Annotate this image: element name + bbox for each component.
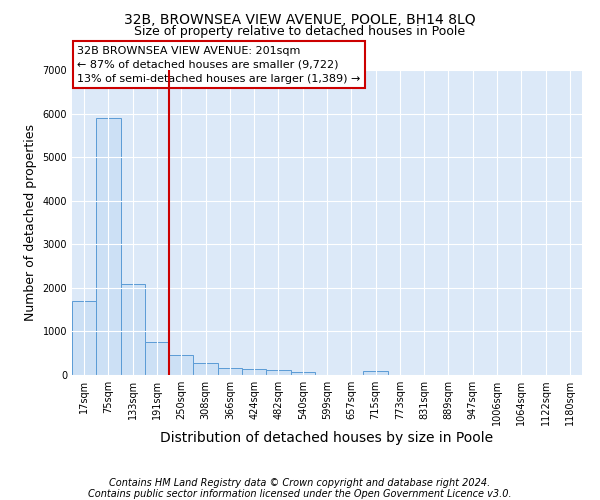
X-axis label: Distribution of detached houses by size in Poole: Distribution of detached houses by size … xyxy=(160,431,494,445)
Bar xyxy=(218,368,242,375)
Y-axis label: Number of detached properties: Number of detached properties xyxy=(24,124,37,321)
Bar xyxy=(121,284,145,375)
Bar xyxy=(242,370,266,375)
Text: 32B BROWNSEA VIEW AVENUE: 201sqm
← 87% of detached houses are smaller (9,722)
13: 32B BROWNSEA VIEW AVENUE: 201sqm ← 87% o… xyxy=(77,46,361,84)
Bar xyxy=(290,372,315,375)
Bar xyxy=(364,372,388,375)
Bar xyxy=(169,356,193,375)
Text: 32B, BROWNSEA VIEW AVENUE, POOLE, BH14 8LQ: 32B, BROWNSEA VIEW AVENUE, POOLE, BH14 8… xyxy=(124,12,476,26)
Text: Contains public sector information licensed under the Open Government Licence v3: Contains public sector information licen… xyxy=(88,489,512,499)
Bar xyxy=(145,342,169,375)
Text: Size of property relative to detached houses in Poole: Size of property relative to detached ho… xyxy=(134,25,466,38)
Bar xyxy=(266,370,290,375)
Bar xyxy=(193,363,218,375)
Text: Contains HM Land Registry data © Crown copyright and database right 2024.: Contains HM Land Registry data © Crown c… xyxy=(109,478,491,488)
Bar xyxy=(72,301,96,375)
Bar xyxy=(96,118,121,375)
